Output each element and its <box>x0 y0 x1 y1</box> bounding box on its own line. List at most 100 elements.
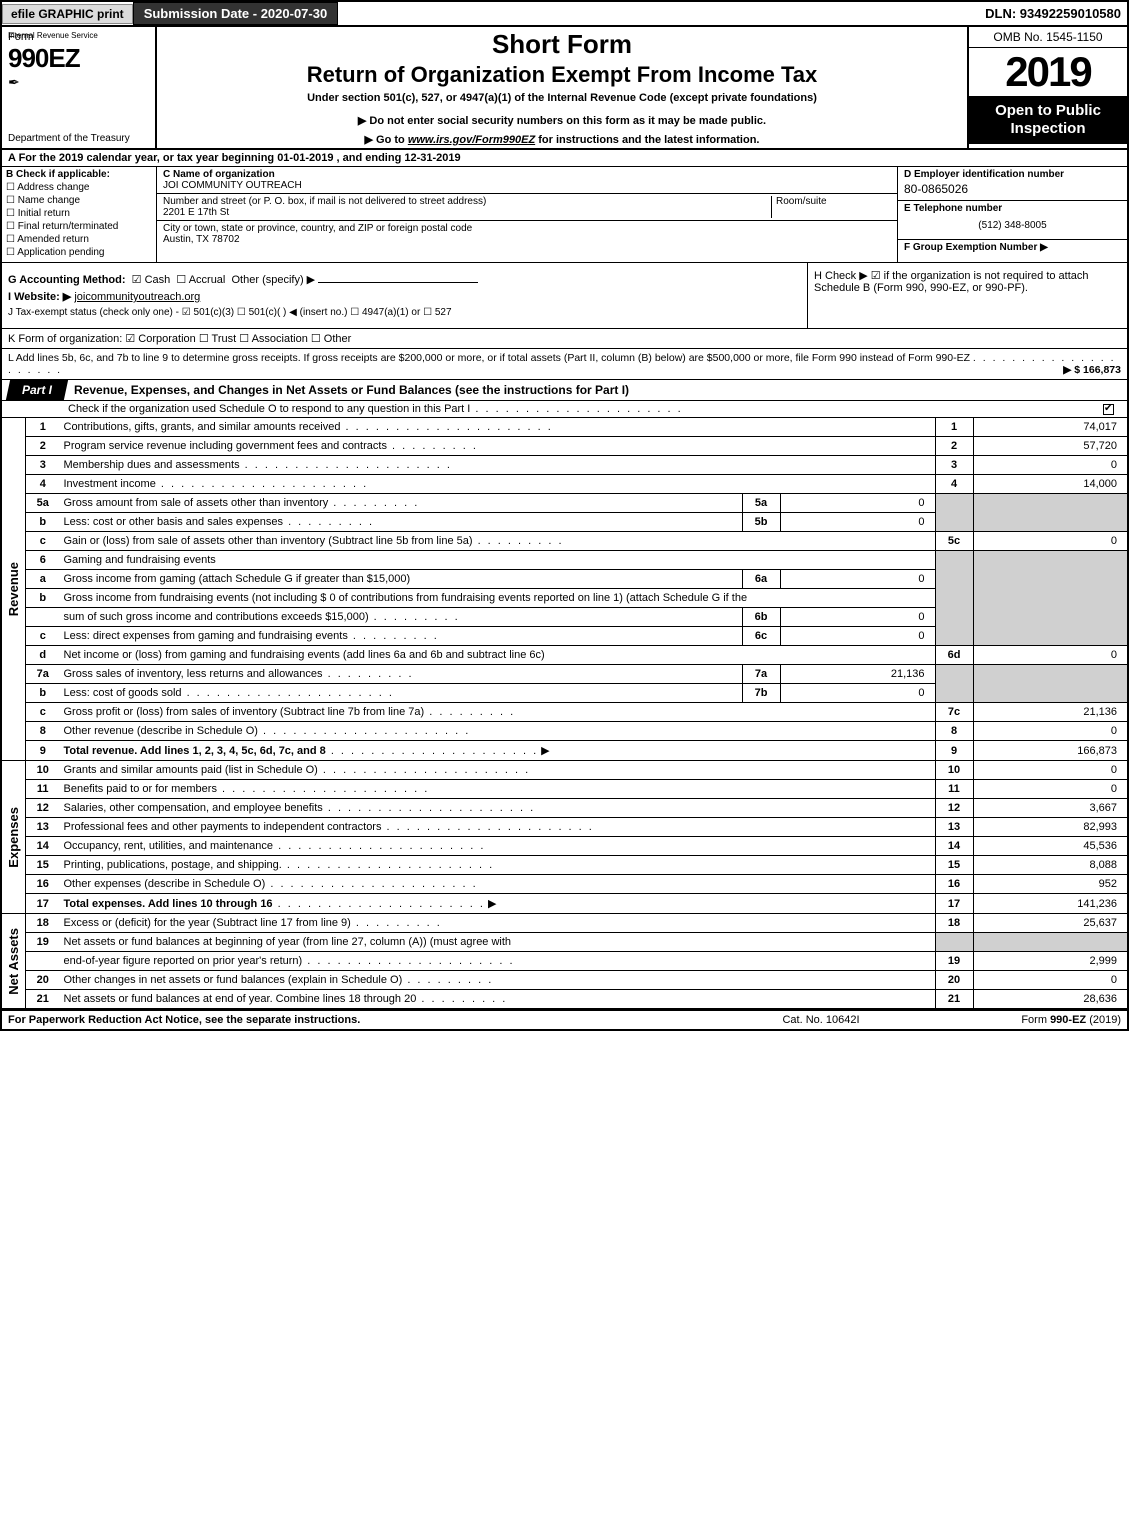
row-l-amt: ▶ $ 166,873 <box>1063 364 1121 376</box>
ln-7a-n: 7a <box>26 665 60 684</box>
ln-7b-n: b <box>26 684 60 703</box>
g-cash[interactable]: Cash <box>145 274 171 286</box>
side-revenue: Revenue <box>6 562 21 616</box>
ln-20-n: 20 <box>26 971 60 990</box>
website-link[interactable]: joicommunityoutreach.org <box>74 291 200 303</box>
ln-8-amt: 0 <box>973 722 1128 741</box>
phone-value: (512) 348-8005 <box>904 214 1121 237</box>
ln-5a-sa: 0 <box>780 494 935 513</box>
ln-2-box: 2 <box>935 437 973 456</box>
ln-2-d: Program service revenue including govern… <box>64 440 387 452</box>
under-section: Under section 501(c), 527, or 4947(a)(1)… <box>161 92 963 104</box>
side-expenses: Expenses <box>6 807 21 868</box>
ln-6b-n: b <box>26 589 60 608</box>
ln-5b-d: Less: cost or other basis and sales expe… <box>64 516 284 528</box>
g-other[interactable]: Other (specify) ▶ <box>232 274 316 286</box>
f-label: F Group Exemption Number ▶ <box>904 242 1048 253</box>
ln-2-n: 2 <box>26 437 60 456</box>
ln-11-amt: 0 <box>973 780 1128 799</box>
goto-pre: ▶ Go to <box>365 134 408 146</box>
chk-address-change[interactable]: ☐ Address change <box>6 182 152 193</box>
goto-line: ▶ Go to www.irs.gov/Form990EZ for instru… <box>161 133 963 146</box>
dept-treasury: Department of the Treasury <box>8 133 149 144</box>
ln-11-n: 11 <box>26 780 60 799</box>
ln-15-amt: 8,088 <box>973 856 1128 875</box>
ln-3-d: Membership dues and assessments <box>64 459 240 471</box>
box-b-title: B Check if applicable: <box>6 169 152 180</box>
ln-7c-d: Gross profit or (loss) from sales of inv… <box>64 706 425 718</box>
ln-6a-sb: 6a <box>742 570 780 589</box>
top-bar: efile GRAPHIC print Submission Date - 20… <box>0 0 1129 27</box>
ln-8-n: 8 <box>26 722 60 741</box>
form-number: 990EZ <box>8 43 149 74</box>
ln-21-box: 21 <box>935 990 973 1009</box>
side-net-assets: Net Assets <box>6 928 21 995</box>
row-k: K Form of organization: ☑ Corporation ☐ … <box>0 329 1129 349</box>
chk-name-change[interactable]: ☐ Name change <box>6 195 152 206</box>
ln-1-amt: 74,017 <box>973 418 1128 437</box>
org-name: JOI COMMUNITY OUTREACH <box>163 180 302 191</box>
ln-6-n: 6 <box>26 551 60 570</box>
ln-5b-sa: 0 <box>780 513 935 532</box>
ln-7b-d: Less: cost of goods sold <box>64 687 182 699</box>
header-right: OMB No. 1545-1150 2019 Open to Public In… <box>967 27 1127 148</box>
ln-15-box: 15 <box>935 856 973 875</box>
part1-tab: Part I <box>6 380 68 400</box>
ln-10-box: 10 <box>935 761 973 780</box>
ln-7a-sb: 7a <box>742 665 780 684</box>
part1-checkbox[interactable] <box>1103 404 1114 415</box>
ln-19-box: 19 <box>935 952 973 971</box>
ln-4-amt: 14,000 <box>973 475 1128 494</box>
omb-number: OMB No. 1545-1150 <box>969 27 1127 48</box>
ein-value: 80-0865026 <box>904 180 1121 198</box>
part1-check-text: Check if the organization used Schedule … <box>62 401 1093 417</box>
footer-left: For Paperwork Reduction Act Notice, see … <box>8 1014 721 1026</box>
efile-print-button[interactable]: efile GRAPHIC print <box>2 4 133 24</box>
ln-6-d: Gaming and fundraising events <box>60 551 936 570</box>
ln-7b-sa: 0 <box>780 684 935 703</box>
ln-4-d: Investment income <box>64 478 156 490</box>
ln-5b-sb: 5b <box>742 513 780 532</box>
ln-3-n: 3 <box>26 456 60 475</box>
ln-4-n: 4 <box>26 475 60 494</box>
ln-7c-amt: 21,136 <box>973 703 1128 722</box>
room-suite: Room/suite <box>771 196 891 218</box>
ln-7b-sb: 7b <box>742 684 780 703</box>
ln-17-d: Total expenses. Add lines 10 through 16 <box>64 898 273 910</box>
ln-18-d: Excess or (deficit) for the year (Subtra… <box>64 917 351 929</box>
submission-date-button[interactable]: Submission Date - 2020-07-30 <box>133 2 339 25</box>
ln-5c-box: 5c <box>935 532 973 551</box>
street-value: 2201 E 17th St <box>163 207 229 218</box>
ln-5c-n: c <box>26 532 60 551</box>
block-bcd: B Check if applicable: ☐ Address change … <box>0 167 1129 263</box>
e-label: E Telephone number <box>904 203 1002 214</box>
city-label: City or town, state or province, country… <box>163 223 472 234</box>
box-h: H Check ▶ ☑ if the organization is not r… <box>807 263 1127 328</box>
i-label: I Website: ▶ <box>8 291 71 303</box>
ln-7c-n: c <box>26 703 60 722</box>
part1-table: Revenue 1 Contributions, gifts, grants, … <box>0 418 1129 1009</box>
return-title: Return of Organization Exempt From Incom… <box>161 62 963 88</box>
ln-6d-n: d <box>26 646 60 665</box>
chk-application-pending[interactable]: ☐ Application pending <box>6 247 152 258</box>
ln-12-box: 12 <box>935 799 973 818</box>
page-footer: For Paperwork Reduction Act Notice, see … <box>0 1009 1129 1031</box>
ln-14-box: 14 <box>935 837 973 856</box>
ln-5c-d: Gain or (loss) from sale of assets other… <box>64 535 473 547</box>
chk-initial-return[interactable]: ☐ Initial return <box>6 208 152 219</box>
ln-15-n: 15 <box>26 856 60 875</box>
part1-header: Part I Revenue, Expenses, and Changes in… <box>0 380 1129 401</box>
chk-amended[interactable]: ☐ Amended return <box>6 234 152 245</box>
chk-final-return[interactable]: ☐ Final return/terminated <box>6 221 152 232</box>
open-public: Open to Public Inspection <box>969 96 1127 144</box>
goto-link[interactable]: www.irs.gov/Form990EZ <box>408 134 535 146</box>
ln-7a-sa: 21,136 <box>780 665 935 684</box>
ln-19-d1: Net assets or fund balances at beginning… <box>60 933 936 952</box>
ln-6c-d: Less: direct expenses from gaming and fu… <box>64 630 348 642</box>
ln-18-amt: 25,637 <box>973 914 1128 933</box>
g-accrual[interactable]: Accrual <box>189 274 226 286</box>
ln-4-box: 4 <box>935 475 973 494</box>
ln-17-n: 17 <box>26 894 60 914</box>
h-text: H Check ▶ ☑ if the organization is not r… <box>814 270 1089 294</box>
block-gh: G Accounting Method: ☑ Cash ☐ Accrual Ot… <box>0 263 1129 329</box>
